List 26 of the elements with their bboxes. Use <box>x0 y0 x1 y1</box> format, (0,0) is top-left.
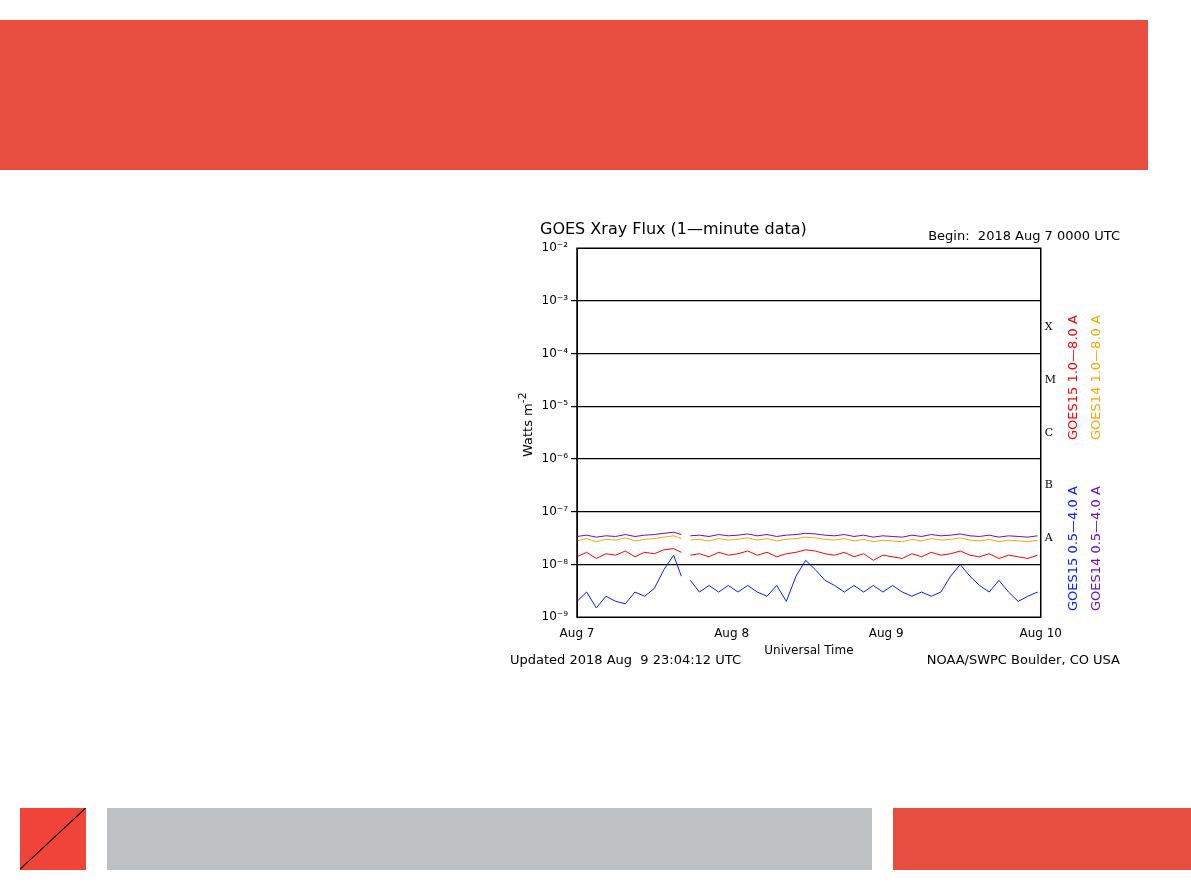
text: M <box>1044 372 1057 386</box>
x-axis-title: Universal Time <box>764 642 854 657</box>
y-tick-label: 10⁻² <box>541 240 569 255</box>
text: B <box>1044 478 1053 492</box>
chart-title: GOES Xray Flux (1—minute data) <box>540 219 807 238</box>
text: X <box>1044 320 1053 334</box>
text: GOES15 1.0—8.0 A <box>1065 314 1080 440</box>
text: GOES14 0.5—4.0 A <box>1088 485 1103 611</box>
text: Updated 2018 Aug 9 23:04:12 UTC <box>510 652 742 667</box>
x-tick-label: Aug 10 <box>1019 625 1062 640</box>
x-tick-label: Aug 9 <box>868 625 904 640</box>
y-tick-label: 10⁻⁴ <box>541 345 569 360</box>
y-tick-label: 10⁻⁸ <box>541 556 569 571</box>
text: GOES14 1.0—8.0 A <box>1088 314 1103 440</box>
y-tick-label: 10⁻⁷ <box>541 503 569 518</box>
chart-subtitle: Begin: 2018 Aug 7 0000 UTC <box>927 228 1120 243</box>
text: C <box>1044 425 1054 439</box>
text: NOAA/SWPC Boulder, CO USA <box>925 652 1120 667</box>
text: A <box>1043 530 1054 544</box>
y-tick-label: 10⁻⁹ <box>541 609 569 624</box>
y-tick-label: 10⁻³ <box>541 293 569 308</box>
text: GOES15 0.5—4.0 A <box>1065 485 1080 611</box>
x-tick-label: Aug 8 <box>714 625 750 640</box>
x-tick-label: Aug 7 <box>559 625 595 640</box>
y-tick-label: 10⁻⁶ <box>541 451 569 466</box>
y-tick-label: 10⁻⁵ <box>541 398 569 413</box>
